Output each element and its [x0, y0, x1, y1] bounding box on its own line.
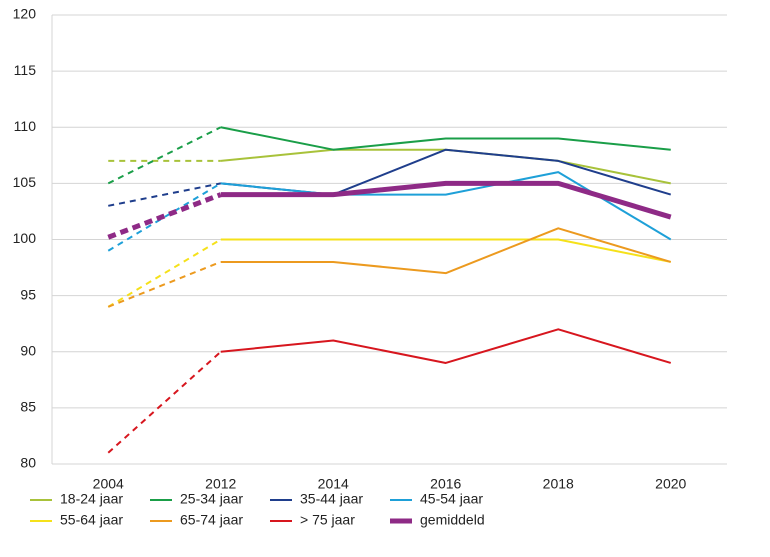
- y-tick-label: 100: [13, 230, 37, 246]
- series-line: [220, 126, 671, 151]
- legend-label: gemiddeld: [420, 512, 485, 528]
- series-line: [220, 180, 672, 220]
- series-line: [107, 351, 222, 454]
- series-line: [107, 192, 222, 240]
- series-line: [107, 238, 222, 308]
- y-tick-label: 115: [14, 62, 37, 78]
- x-tick-label: 2004: [93, 476, 124, 492]
- x-tick-label: 2020: [655, 476, 686, 492]
- legend-label: 18-24 jaar: [60, 491, 123, 507]
- y-tick-label: 80: [20, 455, 36, 471]
- y-tick-label: 110: [14, 118, 37, 134]
- y-tick-label: 90: [20, 342, 36, 358]
- x-tick-label: 2018: [543, 476, 574, 492]
- series-line: [107, 126, 222, 185]
- legend-label: 35-44 jaar: [300, 491, 363, 507]
- x-tick-label: 2014: [318, 476, 349, 492]
- series-line: [220, 328, 672, 364]
- legend-label: > 75 jaar: [300, 512, 355, 528]
- y-tick-label: 95: [20, 286, 36, 302]
- x-tick-label: 2012: [205, 476, 236, 492]
- legend-label: 65-74 jaar: [180, 512, 243, 528]
- series-line: [220, 148, 672, 196]
- x-tick-label: 2016: [430, 476, 461, 492]
- y-tick-label: 105: [13, 174, 37, 190]
- legend-label: 55-64 jaar: [60, 512, 123, 528]
- legend-label: 45-54 jaar: [420, 491, 483, 507]
- series-line: [107, 261, 222, 308]
- series-line: [108, 182, 221, 207]
- y-tick-label: 85: [20, 399, 36, 415]
- series-line: [220, 148, 671, 185]
- series-line: [220, 238, 671, 263]
- y-tick-label: 120: [13, 6, 37, 22]
- series-line: [220, 227, 672, 275]
- legend-label: 25-34 jaar: [180, 491, 243, 507]
